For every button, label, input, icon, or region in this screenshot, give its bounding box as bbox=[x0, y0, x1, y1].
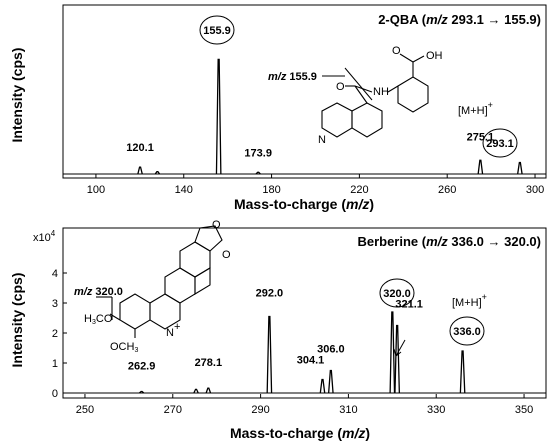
y-tick-label: 3 bbox=[52, 298, 58, 310]
panel1-xlabel: Mass-to-charge (m/z) bbox=[234, 196, 374, 212]
spectrum-peak bbox=[154, 171, 161, 175]
panel-2qba: Intensity (cps) 2-QBA (m/z 293.1 → 155.9… bbox=[9, 4, 547, 212]
atom-o-1: O bbox=[212, 219, 221, 231]
spectrum-peak bbox=[477, 159, 484, 175]
spectrum-peak bbox=[517, 161, 523, 175]
panel2-title: Berberine (m/z 336.0 → 320.0) bbox=[357, 234, 541, 249]
peak-label-circle bbox=[449, 316, 485, 346]
spectrum-peak bbox=[193, 388, 199, 394]
peak-label: 262.9 bbox=[128, 361, 156, 373]
berberine-structure bbox=[96, 225, 223, 338]
spectrum-peak bbox=[266, 315, 273, 394]
peak-label: 320.0 bbox=[383, 288, 411, 300]
spectrum-peak bbox=[137, 166, 143, 175]
spectrum-peak bbox=[459, 350, 466, 394]
panel1-fragment-label: m/z 155.9 bbox=[268, 71, 317, 83]
ring-c bbox=[164, 267, 196, 304]
atom-oh: OH bbox=[426, 50, 443, 62]
amide-n-ring bbox=[387, 85, 399, 93]
carboxyl-oh bbox=[412, 55, 425, 63]
x-tick-label: 220 bbox=[350, 184, 368, 196]
panel2-spectrum bbox=[63, 311, 546, 394]
panel1-title: 2-QBA (m/z 293.1 → 155.9) bbox=[378, 12, 541, 27]
peak-label: 304.1 bbox=[297, 355, 325, 367]
spectrum-peak bbox=[319, 378, 326, 394]
panel-berberine: Intensity (cps) x104 Berberine (m/z 336.… bbox=[9, 219, 547, 441]
atom-plus: + bbox=[174, 321, 180, 333]
atom-o-carboxyl: O bbox=[392, 45, 401, 57]
panel1-cleavage-line bbox=[344, 67, 373, 101]
x-tick-label: 100 bbox=[87, 184, 105, 196]
quinoline-ring-b bbox=[351, 102, 383, 138]
peak-label-circle bbox=[199, 15, 235, 45]
peak-label: 306.0 bbox=[317, 344, 345, 356]
y-tick-label: 1 bbox=[52, 358, 58, 370]
peak-label: 173.9 bbox=[244, 147, 272, 159]
x-tick-label: 290 bbox=[251, 404, 269, 416]
benzoic-ring bbox=[397, 76, 429, 113]
panel1-spectrum bbox=[63, 58, 546, 175]
peak-label: 321.1 bbox=[395, 299, 423, 311]
carboxyl-o bbox=[399, 53, 414, 63]
panel2-xlabel: Mass-to-charge (m/z) bbox=[230, 425, 370, 441]
peak-label: 120.1 bbox=[126, 142, 154, 154]
y-tick-label: 0 bbox=[52, 388, 58, 400]
atom-nh: NH bbox=[373, 86, 389, 98]
peak-label: 293.1 bbox=[486, 138, 514, 150]
ring-e bbox=[179, 241, 211, 278]
panel2-y-multiplier: x104 bbox=[33, 229, 56, 244]
x-tick-label: 180 bbox=[262, 184, 280, 196]
amide-bond bbox=[354, 85, 373, 93]
spectrum-peak bbox=[255, 171, 261, 175]
peak-label: 292.0 bbox=[256, 288, 284, 300]
spectrum-peak bbox=[138, 390, 145, 394]
quinoline-ring-a bbox=[321, 102, 353, 138]
x-tick-label: 250 bbox=[76, 404, 94, 416]
x-tick-label: 330 bbox=[427, 404, 445, 416]
spectrum-peak bbox=[394, 324, 400, 394]
atom-n-quinoline: N bbox=[318, 134, 326, 146]
x-tick-label: 140 bbox=[175, 184, 193, 196]
atom-n: N bbox=[166, 327, 174, 339]
2qba-structure bbox=[321, 53, 429, 138]
peak-label-circle bbox=[379, 278, 415, 308]
y-tick-label: 4 bbox=[52, 268, 58, 280]
x-tick-label: 260 bbox=[438, 184, 456, 196]
panel2-frame bbox=[62, 227, 547, 399]
panel1-x-axis: 100 140 180 220 260 300 bbox=[87, 174, 544, 196]
panel1-ylabel: Intensity (cps) bbox=[9, 48, 25, 143]
peak-label-circle bbox=[482, 128, 518, 158]
ring-a bbox=[119, 293, 151, 330]
panel2-ion-label: [M+H]+ bbox=[452, 292, 487, 309]
panel1-frame bbox=[62, 4, 547, 179]
carbonyl-bond bbox=[354, 85, 368, 104]
spectrum-peak bbox=[327, 369, 334, 394]
peak-label: 278.1 bbox=[195, 357, 223, 369]
atom-o-amide: O bbox=[336, 81, 345, 93]
spectrum-peak bbox=[215, 58, 222, 175]
x-tick-label: 310 bbox=[339, 404, 357, 416]
spectrum-peak bbox=[389, 311, 396, 394]
panel2-ylabel: Intensity (cps) bbox=[9, 273, 25, 368]
peak-label: 336.0 bbox=[453, 326, 481, 338]
peak-321-arrow bbox=[395, 339, 406, 357]
panel1-ion-label: [M+H]+ bbox=[458, 100, 493, 117]
panel2-axes: 250 270 290 310 330 350 0 1 2 3 4 bbox=[52, 268, 533, 416]
dioxole-ring bbox=[194, 225, 223, 252]
atom-och3-lower: OCH3 bbox=[110, 341, 138, 354]
peak-label: 155.9 bbox=[203, 25, 231, 37]
atom-h3co: H3CO bbox=[84, 313, 113, 326]
x-tick-label: 350 bbox=[515, 404, 533, 416]
peak-321-arrowhead bbox=[393, 348, 402, 357]
spectrum-peak bbox=[205, 387, 212, 394]
y-tick-label: 2 bbox=[52, 328, 58, 340]
x-tick-label: 270 bbox=[164, 404, 182, 416]
x-tick-label: 300 bbox=[526, 184, 544, 196]
atom-o-2: O bbox=[222, 249, 231, 261]
panel2-fragment-label: m/z 320.0 bbox=[74, 286, 123, 298]
